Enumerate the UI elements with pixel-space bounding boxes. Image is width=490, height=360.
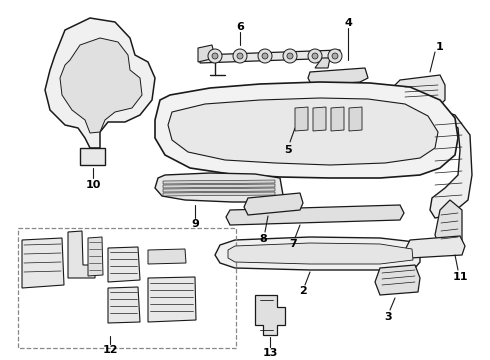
Text: 2: 2 [299, 286, 307, 296]
Polygon shape [200, 50, 340, 63]
Text: 8: 8 [259, 234, 267, 244]
Polygon shape [295, 107, 308, 131]
Polygon shape [168, 98, 438, 165]
Circle shape [308, 49, 322, 63]
Text: 4: 4 [344, 18, 352, 28]
Circle shape [283, 49, 297, 63]
Polygon shape [155, 82, 458, 178]
Polygon shape [395, 75, 445, 108]
Polygon shape [198, 45, 215, 62]
Polygon shape [88, 237, 103, 276]
Polygon shape [308, 68, 368, 86]
Circle shape [233, 49, 247, 63]
Polygon shape [163, 184, 275, 188]
Polygon shape [375, 265, 420, 295]
Polygon shape [244, 193, 303, 215]
Polygon shape [313, 107, 326, 131]
Polygon shape [315, 58, 330, 68]
Text: 10: 10 [85, 180, 100, 190]
Circle shape [262, 53, 268, 59]
Text: 1: 1 [436, 42, 444, 52]
Polygon shape [163, 180, 275, 184]
Text: 7: 7 [289, 239, 297, 249]
Polygon shape [148, 277, 196, 322]
Polygon shape [60, 38, 142, 133]
Circle shape [332, 53, 338, 59]
Polygon shape [155, 173, 283, 202]
Polygon shape [108, 287, 140, 323]
Circle shape [208, 49, 222, 63]
Polygon shape [80, 148, 105, 165]
Polygon shape [215, 237, 420, 270]
Circle shape [287, 53, 293, 59]
Polygon shape [349, 107, 362, 131]
Polygon shape [435, 200, 462, 252]
Polygon shape [22, 238, 64, 288]
Text: 5: 5 [284, 145, 292, 155]
Polygon shape [163, 188, 275, 192]
Text: 6: 6 [236, 22, 244, 32]
Circle shape [237, 53, 243, 59]
Polygon shape [163, 192, 275, 196]
Polygon shape [430, 108, 472, 218]
Polygon shape [405, 236, 465, 258]
Polygon shape [148, 249, 186, 264]
Text: 9: 9 [191, 219, 199, 229]
Circle shape [312, 53, 318, 59]
Polygon shape [255, 295, 285, 335]
Polygon shape [331, 107, 344, 131]
Text: 3: 3 [384, 312, 392, 322]
Bar [18, 228, 236, 348]
Polygon shape [108, 247, 140, 282]
Polygon shape [45, 18, 155, 148]
Text: 12: 12 [102, 345, 118, 355]
Text: 13: 13 [262, 348, 278, 358]
Polygon shape [68, 231, 95, 278]
Polygon shape [226, 205, 404, 225]
Circle shape [258, 49, 272, 63]
Text: 11: 11 [452, 272, 468, 282]
Circle shape [328, 49, 342, 63]
Circle shape [212, 53, 218, 59]
Polygon shape [228, 243, 413, 264]
